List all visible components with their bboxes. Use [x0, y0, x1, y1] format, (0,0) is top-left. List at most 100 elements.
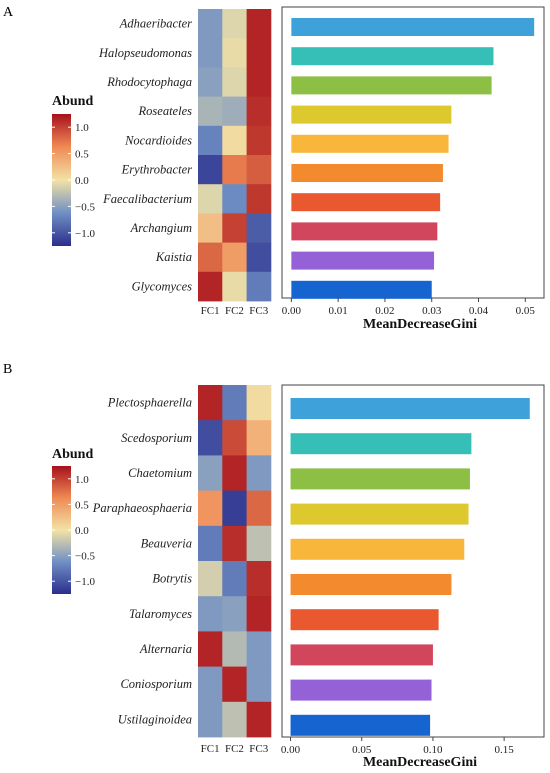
heatmap-cell — [222, 701, 247, 738]
row-labels: Plectosphaerella Scedosporium Chaetomium Pa… — [92, 396, 192, 727]
heatmap-cell — [246, 67, 272, 97]
heatmap-cell — [246, 701, 272, 738]
heatmap-cell — [222, 213, 247, 243]
heatmap-cell — [222, 385, 247, 421]
bar — [291, 18, 535, 36]
x-tick-label: 0.10 — [423, 744, 443, 756]
legend-tick-label: 1.0 — [75, 474, 89, 486]
legend-tick-label: −0.5 — [75, 201, 95, 213]
panel-letter: B — [3, 362, 12, 377]
heatmap-cell — [222, 420, 247, 456]
heatmap-cell — [198, 67, 223, 97]
bar — [290, 433, 472, 455]
row-label: Alternaria — [139, 642, 192, 656]
heatmap-cell — [246, 96, 272, 127]
x-axis-label: MeanDecreaseGini — [363, 755, 477, 770]
heatmap-cell — [198, 9, 223, 39]
bar — [290, 503, 469, 525]
heatmap-cell — [222, 184, 247, 214]
row-label: Adhaeribacter — [119, 17, 192, 31]
row-label: Rhodocytophaga — [106, 75, 192, 89]
heatmap-cell — [246, 666, 272, 703]
x-tick-label: 0.05 — [516, 305, 536, 317]
bar — [291, 47, 494, 66]
bars — [290, 398, 530, 736]
heatmap-cell — [222, 561, 247, 597]
heatmap-cell — [198, 213, 223, 243]
heatmap-cell — [198, 271, 223, 302]
heatmap-cell — [198, 38, 223, 68]
heatmap-cell — [198, 701, 223, 738]
heatmap-cell — [246, 490, 272, 527]
row-label: Glycomyces — [132, 279, 193, 293]
row-label: Faecalibacterium — [102, 192, 192, 206]
bar-plot: 0.00 0.05 0.10 0.15 MeanDecreaseGini — [281, 384, 545, 770]
column-label: FC2 — [225, 743, 244, 755]
heatmap-cell — [246, 525, 272, 562]
x-tick-label: 0.00 — [282, 305, 302, 317]
legend-tick-label: 0.0 — [75, 175, 89, 187]
heatmap-cell — [222, 490, 247, 527]
legend-title: Abund — [52, 447, 93, 462]
panel-b: B Plectosphaerella Scedosporium Chaetomium… — [3, 362, 545, 770]
bar — [291, 134, 449, 153]
row-label: Scedosporium — [121, 431, 192, 445]
row-label: Botrytis — [152, 572, 192, 586]
heatmap-cell — [198, 242, 223, 273]
bar — [291, 105, 452, 124]
heatmap-cell — [246, 242, 272, 273]
heatmap-cell — [222, 125, 247, 156]
heatmap-cell — [198, 490, 223, 527]
legend-ticks: 1.0 0.5 0.0 −0.5 −1.0 — [52, 474, 95, 588]
row-label: Plectosphaerella — [107, 396, 192, 410]
heatmap-cell — [198, 525, 223, 562]
legend-tick-label: −0.5 — [75, 551, 95, 563]
panel-letter: A — [3, 5, 14, 20]
heatmap-cell — [198, 155, 223, 185]
legend-ticks: 1.0 0.5 0.0 −0.5 −1.0 — [52, 122, 95, 240]
bar — [291, 222, 438, 241]
bar-plot: 0.00 0.01 0.02 0.03 0.04 0.05 MeanDecreaseGin… — [281, 6, 545, 332]
bar — [290, 538, 465, 560]
bar — [290, 468, 470, 490]
legend-tick-label: 0.5 — [75, 499, 89, 511]
row-label: Chaetomium — [128, 466, 192, 480]
heatmap-cell — [198, 561, 223, 597]
heatmap-cell — [222, 9, 247, 39]
bar — [290, 714, 431, 736]
color-legend: Abund 1.0 0.5 0.0 −0.5 −1.0 — [52, 94, 95, 246]
legend-title: Abund — [52, 94, 93, 109]
column-label: FC3 — [249, 305, 268, 317]
bar — [291, 193, 441, 212]
row-label: Erythrobacter — [121, 163, 192, 177]
column-label: FC2 — [225, 305, 244, 317]
heatmap-cell — [198, 596, 223, 632]
heatmap-cell — [246, 9, 272, 39]
heatmap-cell — [222, 525, 247, 562]
heatmap — [198, 9, 272, 302]
row-labels: Adhaeribacter Halopseudomonas Rhodocytopha… — [98, 17, 192, 294]
heatmap-cell — [246, 271, 272, 302]
legend-color-bar — [52, 114, 71, 246]
heatmap-cell — [198, 666, 223, 703]
column-label: FC3 — [249, 743, 268, 755]
legend-tick-label: −1.0 — [75, 576, 95, 588]
x-tick-label: 0.03 — [422, 305, 442, 317]
heatmap-cell — [222, 67, 247, 97]
heatmap-cell — [246, 561, 272, 597]
legend-tick-label: 0.0 — [75, 525, 89, 537]
row-label: Talaromyces — [129, 607, 192, 621]
heatmap — [198, 385, 272, 738]
x-tick-label: 0.15 — [495, 744, 515, 756]
bar — [291, 251, 435, 270]
heatmap-cell — [222, 38, 247, 68]
bar — [291, 164, 443, 182]
x-axis-ticks: 0.00 0.01 0.02 0.03 0.04 0.05 — [282, 298, 536, 317]
bar — [291, 76, 492, 95]
x-tick-label: 0.02 — [375, 305, 394, 317]
x-tick-label: 0.01 — [329, 305, 348, 317]
heatmap-cell — [246, 596, 272, 632]
legend-color-bar — [52, 466, 71, 594]
bars — [291, 18, 535, 299]
